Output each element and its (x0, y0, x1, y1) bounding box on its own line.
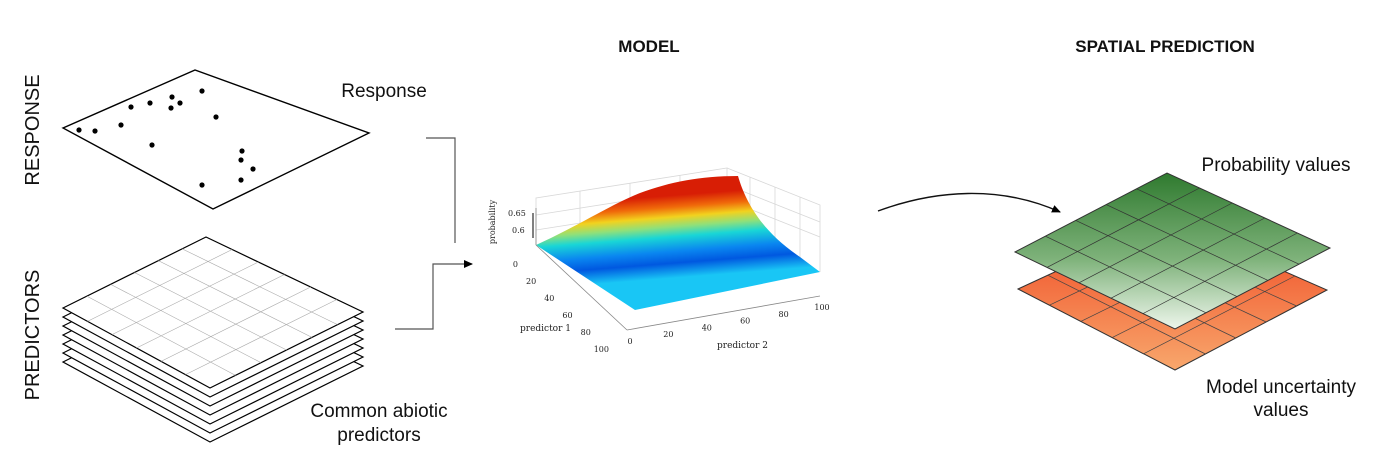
y-tick-label: 40 (702, 323, 712, 332)
occurrence-point (177, 100, 183, 106)
probability-layer (1013, 172, 1332, 330)
plot-axes (535, 208, 821, 331)
y-tick-label: 80 (779, 310, 789, 319)
occurrence-point (76, 127, 82, 133)
occurrence-point (239, 148, 245, 154)
x-axis-label: predictor 1 (520, 324, 571, 334)
row-label-response: RESPONSE (22, 74, 44, 185)
predictor-layer-stack (61, 236, 365, 443)
probability-surface (536, 176, 820, 310)
x-tick-label: 100 (594, 345, 609, 354)
occurrence-point (250, 166, 256, 172)
predictor-grid (86, 248, 338, 376)
occurrence-point (149, 142, 155, 148)
uncertainty-label-line2: values (1254, 400, 1309, 421)
occurrence-point (147, 100, 153, 106)
occurrence-points (76, 88, 256, 188)
predictor-layer (61, 236, 365, 389)
x-tick-label: 40 (544, 294, 554, 303)
occurrence-point (238, 157, 244, 163)
uncertainty-label-line1: Model uncertainty (1206, 377, 1356, 398)
z-tick-label: 0.65 (508, 209, 526, 218)
response-label: Response (341, 81, 427, 102)
occurrence-point (199, 88, 205, 94)
y-tick-label: 20 (663, 330, 673, 339)
occurrence-point (128, 104, 134, 110)
common-predictors-label-line2: predictors (337, 425, 420, 446)
y-tick-label: 0 (627, 337, 632, 346)
y-axis-label: predictor 2 (717, 341, 768, 351)
y-tick-label: 100 (814, 303, 829, 312)
x-tick-label: 0 (513, 260, 518, 269)
merge-connector-arrow (395, 137, 473, 330)
occurrence-point (199, 182, 205, 188)
row-label-predictors: PREDICTORS (22, 270, 44, 401)
occurrence-point (169, 94, 175, 100)
occurrence-point (168, 105, 174, 111)
prediction-arrow (877, 192, 1061, 213)
z-axis-label: probability (488, 199, 497, 244)
x-tick-label: 20 (526, 277, 536, 286)
occurrence-point (118, 122, 124, 128)
probability-values-label: Probability values (1202, 155, 1351, 176)
y-tick-label: 60 (740, 317, 750, 326)
probability-grid (1045, 187, 1300, 314)
occurrence-point (92, 128, 98, 134)
occurrence-point (213, 114, 219, 120)
spatial-prediction-title: SPATIAL PREDICTION (1075, 37, 1254, 56)
occurrence-point (238, 177, 244, 183)
response-layer (61, 69, 371, 210)
x-tick-label: 80 (581, 328, 591, 337)
model-title: MODEL (618, 37, 679, 56)
z-tick-label: 0.6 (512, 226, 525, 235)
x-tick-label: 60 (562, 311, 572, 320)
common-predictors-label-line1: Common abiotic (310, 401, 447, 422)
